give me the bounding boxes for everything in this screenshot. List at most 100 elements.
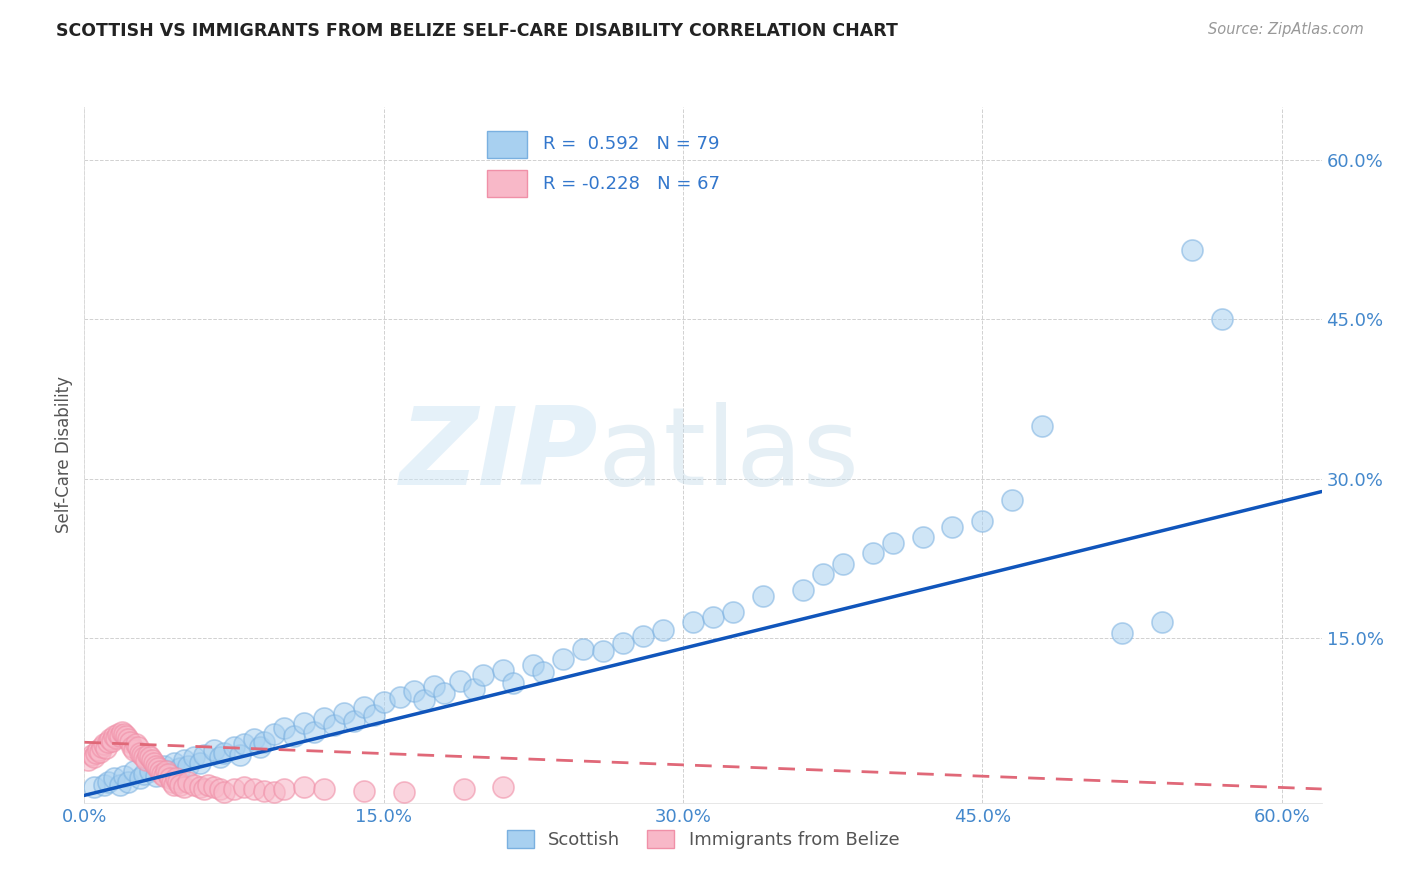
Point: [472, 668, 495, 682]
Point: [222, 782, 245, 797]
Point: [131, 747, 153, 762]
Point: [153, 758, 176, 772]
Point: [312, 782, 335, 797]
Legend: Scottish, Immigrants from Belize: Scottish, Immigrants from Belize: [499, 822, 907, 856]
Point: [83, 750, 105, 764]
Point: [163, 778, 186, 792]
Point: [127, 739, 149, 754]
Point: [82, 747, 104, 762]
Point: [402, 684, 425, 698]
Point: [702, 610, 724, 624]
Point: [202, 742, 225, 756]
Point: [149, 761, 172, 775]
Point: [1031, 418, 1053, 433]
Text: SCOTTISH VS IMMIGRANTS FROM BELIZE SELF-CARE DISABILITY CORRELATION CHART: SCOTTISH VS IMMIGRANTS FROM BELIZE SELF-…: [56, 22, 898, 40]
Point: [531, 665, 554, 680]
Point: [122, 742, 145, 756]
Point: [1001, 493, 1024, 508]
Point: [183, 778, 205, 792]
Point: [202, 780, 225, 794]
Point: [117, 732, 139, 747]
Point: [302, 724, 325, 739]
Point: [631, 629, 654, 643]
Point: [110, 778, 132, 792]
Point: [97, 735, 120, 749]
Point: [333, 706, 356, 720]
Point: [157, 767, 180, 781]
Point: [243, 782, 266, 797]
Point: [652, 623, 675, 637]
Point: [972, 514, 994, 528]
Point: [188, 780, 211, 794]
Point: [292, 780, 315, 794]
Y-axis label: Self-Care Disability: Self-Care Disability: [55, 376, 73, 533]
Point: [263, 785, 285, 799]
Point: [143, 756, 166, 771]
Point: [136, 747, 159, 762]
Point: [167, 774, 190, 789]
Point: [177, 758, 200, 772]
Point: [941, 519, 963, 533]
Point: [141, 753, 163, 767]
Point: [93, 778, 115, 792]
Point: [129, 746, 152, 760]
Point: [212, 746, 235, 760]
Point: [911, 530, 934, 544]
Point: [373, 695, 395, 709]
Point: [492, 663, 515, 677]
Point: [112, 769, 135, 783]
Point: [122, 764, 145, 778]
Point: [233, 780, 256, 794]
Point: [553, 652, 575, 666]
Point: [253, 784, 276, 798]
Point: [173, 780, 195, 794]
Point: [193, 747, 215, 762]
Point: [312, 711, 335, 725]
Point: [98, 732, 121, 747]
Point: [233, 738, 256, 752]
Point: [173, 753, 195, 767]
Point: [139, 764, 162, 778]
Point: [153, 769, 176, 783]
Point: [263, 727, 285, 741]
Point: [492, 780, 515, 794]
Point: [169, 778, 191, 792]
Point: [1211, 312, 1233, 326]
Point: [283, 729, 305, 743]
Point: [449, 673, 471, 688]
Point: [125, 738, 148, 752]
Point: [752, 589, 775, 603]
Point: [83, 780, 105, 794]
Text: Source: ZipAtlas.com: Source: ZipAtlas.com: [1208, 22, 1364, 37]
Point: [165, 772, 187, 786]
Point: [273, 782, 295, 797]
Point: [862, 546, 884, 560]
Point: [612, 636, 634, 650]
Point: [155, 764, 177, 778]
Point: [249, 739, 271, 754]
Point: [139, 750, 162, 764]
Point: [1150, 615, 1173, 630]
Point: [87, 742, 110, 756]
Point: [353, 700, 375, 714]
Point: [117, 774, 139, 789]
Point: [363, 707, 385, 722]
Point: [110, 729, 132, 743]
Point: [353, 784, 375, 798]
Point: [150, 767, 173, 781]
Point: [77, 753, 100, 767]
Point: [105, 731, 128, 745]
Point: [432, 686, 454, 700]
Point: [197, 778, 219, 792]
Point: [86, 746, 108, 760]
Point: [177, 774, 200, 789]
Point: [209, 750, 232, 764]
Point: [222, 739, 245, 754]
Point: [882, 535, 904, 549]
Point: [91, 739, 114, 754]
Point: [792, 583, 814, 598]
Point: [522, 657, 544, 672]
Text: atlas: atlas: [598, 402, 860, 508]
Point: [412, 692, 434, 706]
Point: [163, 756, 186, 771]
